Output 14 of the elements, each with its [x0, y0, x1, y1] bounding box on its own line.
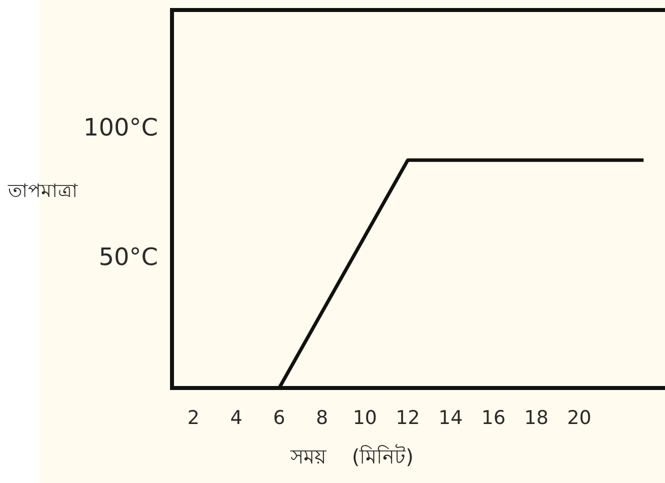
x-tick-label: 10	[352, 407, 378, 430]
y-axis-title: তাপমাত্রা	[7, 180, 78, 202]
x-tick-label: 6	[273, 407, 286, 430]
x-tick-label: 16	[481, 407, 506, 430]
x-tick-label: 4	[230, 407, 242, 430]
y-tick-label: 50°C	[98, 243, 158, 272]
x-tick-label: 2	[187, 407, 200, 430]
x-tick-label: 12	[396, 407, 420, 430]
x-tick-label: 8	[316, 407, 328, 430]
x-tick-label: 20	[567, 407, 592, 430]
x-axis-title: সময় (মিনিট)	[289, 444, 414, 468]
x-tick-label: 14	[438, 407, 463, 430]
y-tick-label: 100°C	[83, 114, 158, 142]
x-tick-label: 18	[524, 407, 548, 430]
